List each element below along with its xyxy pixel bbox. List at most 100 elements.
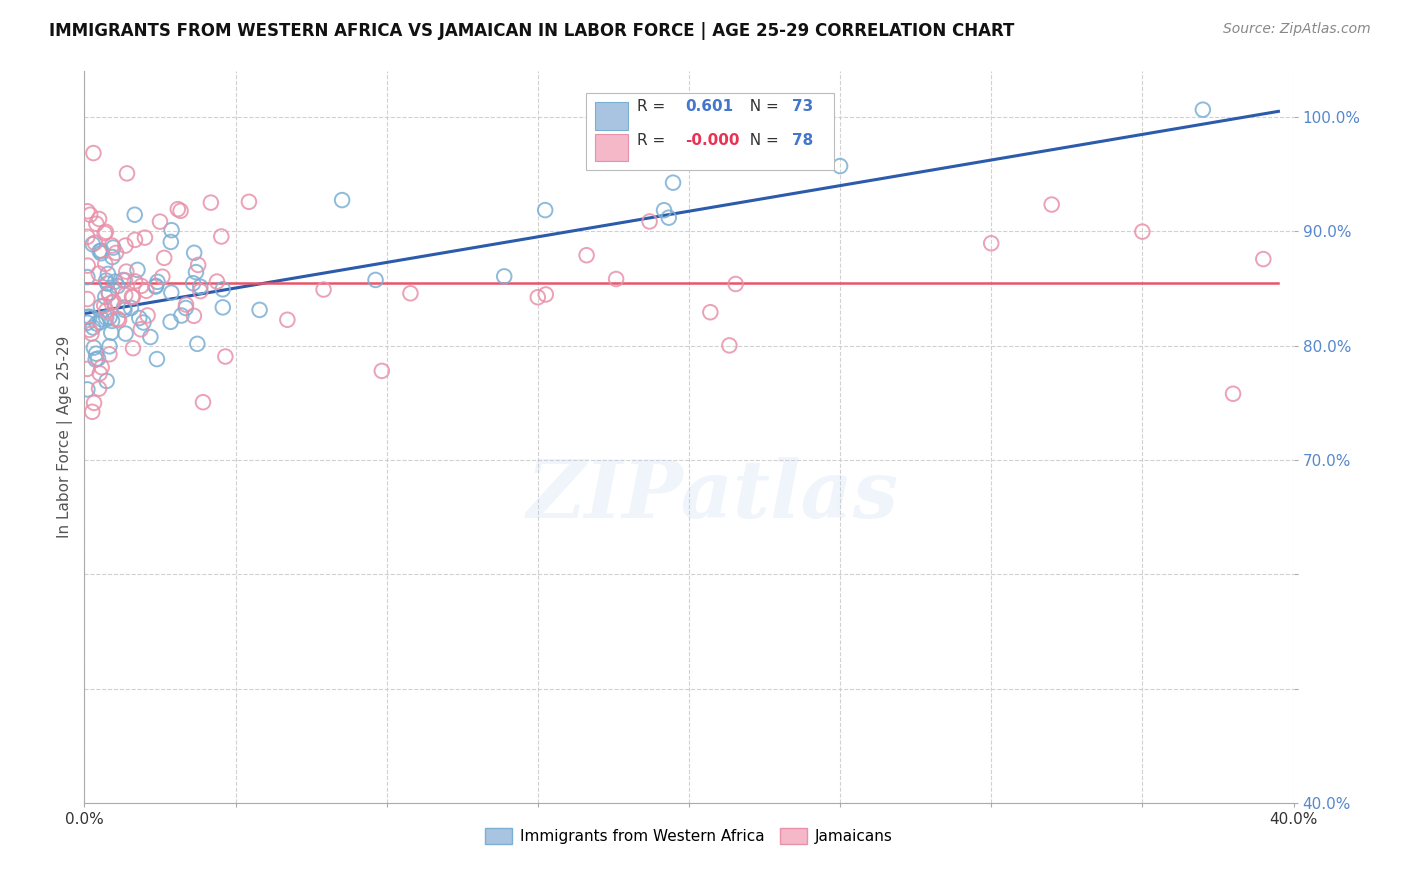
Point [211, 282, 233, 296]
FancyBboxPatch shape [595, 102, 628, 130]
Point [575, 248, 598, 262]
Text: IMMIGRANTS FROM WESTERN AFRICA VS JAMAICAN IN LABOR FORCE | AGE 25-29 CORRELATIO: IMMIGRANTS FROM WESTERN AFRICA VS JAMAIC… [49, 22, 1015, 40]
Point [169, 203, 191, 218]
Point [79, 323, 101, 337]
Point [87, 267, 110, 281]
Point [159, 235, 181, 249]
Point [114, 326, 136, 341]
Point [114, 273, 136, 287]
Point [131, 279, 153, 293]
Point [120, 301, 142, 315]
Point [82, 146, 104, 161]
Point [83, 396, 105, 410]
Point [89, 315, 111, 329]
Point [115, 166, 138, 180]
Point [129, 322, 152, 336]
Point [89, 244, 111, 259]
Point [1040, 197, 1063, 211]
Point [188, 279, 211, 293]
Point [76, 383, 98, 397]
Point [209, 229, 232, 244]
Text: N =: N = [740, 133, 783, 148]
Point [114, 302, 136, 317]
Point [145, 278, 167, 293]
Point [200, 195, 222, 210]
Point [160, 285, 183, 300]
Point [605, 272, 627, 286]
Point [1130, 225, 1153, 239]
Point [84, 352, 107, 367]
Point [146, 352, 169, 367]
Point [79, 208, 101, 222]
Point [276, 312, 298, 326]
Text: N =: N = [740, 99, 783, 114]
Point [90, 246, 112, 260]
Point [103, 294, 125, 309]
Point [97, 285, 120, 300]
Point [534, 203, 557, 218]
Point [150, 269, 173, 284]
Point [312, 283, 335, 297]
Point [98, 310, 121, 325]
Point [107, 311, 129, 326]
Point [100, 326, 122, 340]
Point [90, 244, 112, 258]
Point [132, 316, 155, 330]
Point [76, 204, 98, 219]
Point [190, 284, 212, 298]
Point [76, 270, 98, 285]
Point [1222, 386, 1244, 401]
FancyBboxPatch shape [586, 94, 834, 170]
Point [1253, 252, 1275, 266]
Point [128, 311, 150, 326]
Point [79, 310, 101, 324]
Point [94, 225, 117, 239]
Point [494, 269, 516, 284]
Point [214, 350, 236, 364]
Point [187, 258, 209, 272]
Point [364, 273, 387, 287]
Point [124, 274, 146, 288]
Point [399, 286, 422, 301]
Point [76, 316, 98, 330]
Point [94, 290, 117, 304]
Point [89, 367, 111, 381]
Point [174, 301, 197, 315]
Point [724, 277, 747, 291]
Point [87, 212, 110, 227]
Point [104, 246, 127, 260]
Point [76, 362, 98, 376]
Point [82, 237, 104, 252]
Text: 78: 78 [792, 133, 813, 148]
Text: R =: R = [637, 99, 671, 114]
Text: Source: ZipAtlas.com: Source: ZipAtlas.com [1223, 22, 1371, 37]
Point [183, 309, 205, 323]
Point [82, 405, 104, 419]
Point [170, 309, 193, 323]
Point [112, 273, 135, 287]
Point [87, 382, 110, 396]
Point [122, 341, 145, 355]
Point [330, 193, 353, 207]
Point [96, 274, 118, 288]
Point [127, 263, 149, 277]
Point [183, 245, 205, 260]
Point [107, 279, 129, 293]
Point [718, 338, 741, 352]
Point [153, 251, 176, 265]
Point [146, 275, 169, 289]
Point [84, 346, 107, 360]
Point [371, 364, 394, 378]
Point [100, 295, 122, 310]
Point [90, 300, 112, 314]
Point [136, 309, 159, 323]
Point [76, 292, 98, 306]
Point [76, 259, 98, 273]
Point [186, 336, 208, 351]
Legend: Immigrants from Western Africa, Jamaicans: Immigrants from Western Africa, Jamaican… [479, 822, 898, 850]
Y-axis label: In Labor Force | Age 25-29: In Labor Force | Age 25-29 [58, 336, 73, 538]
Point [80, 326, 103, 341]
Point [76, 310, 98, 324]
Point [238, 194, 260, 209]
Point [103, 241, 125, 255]
